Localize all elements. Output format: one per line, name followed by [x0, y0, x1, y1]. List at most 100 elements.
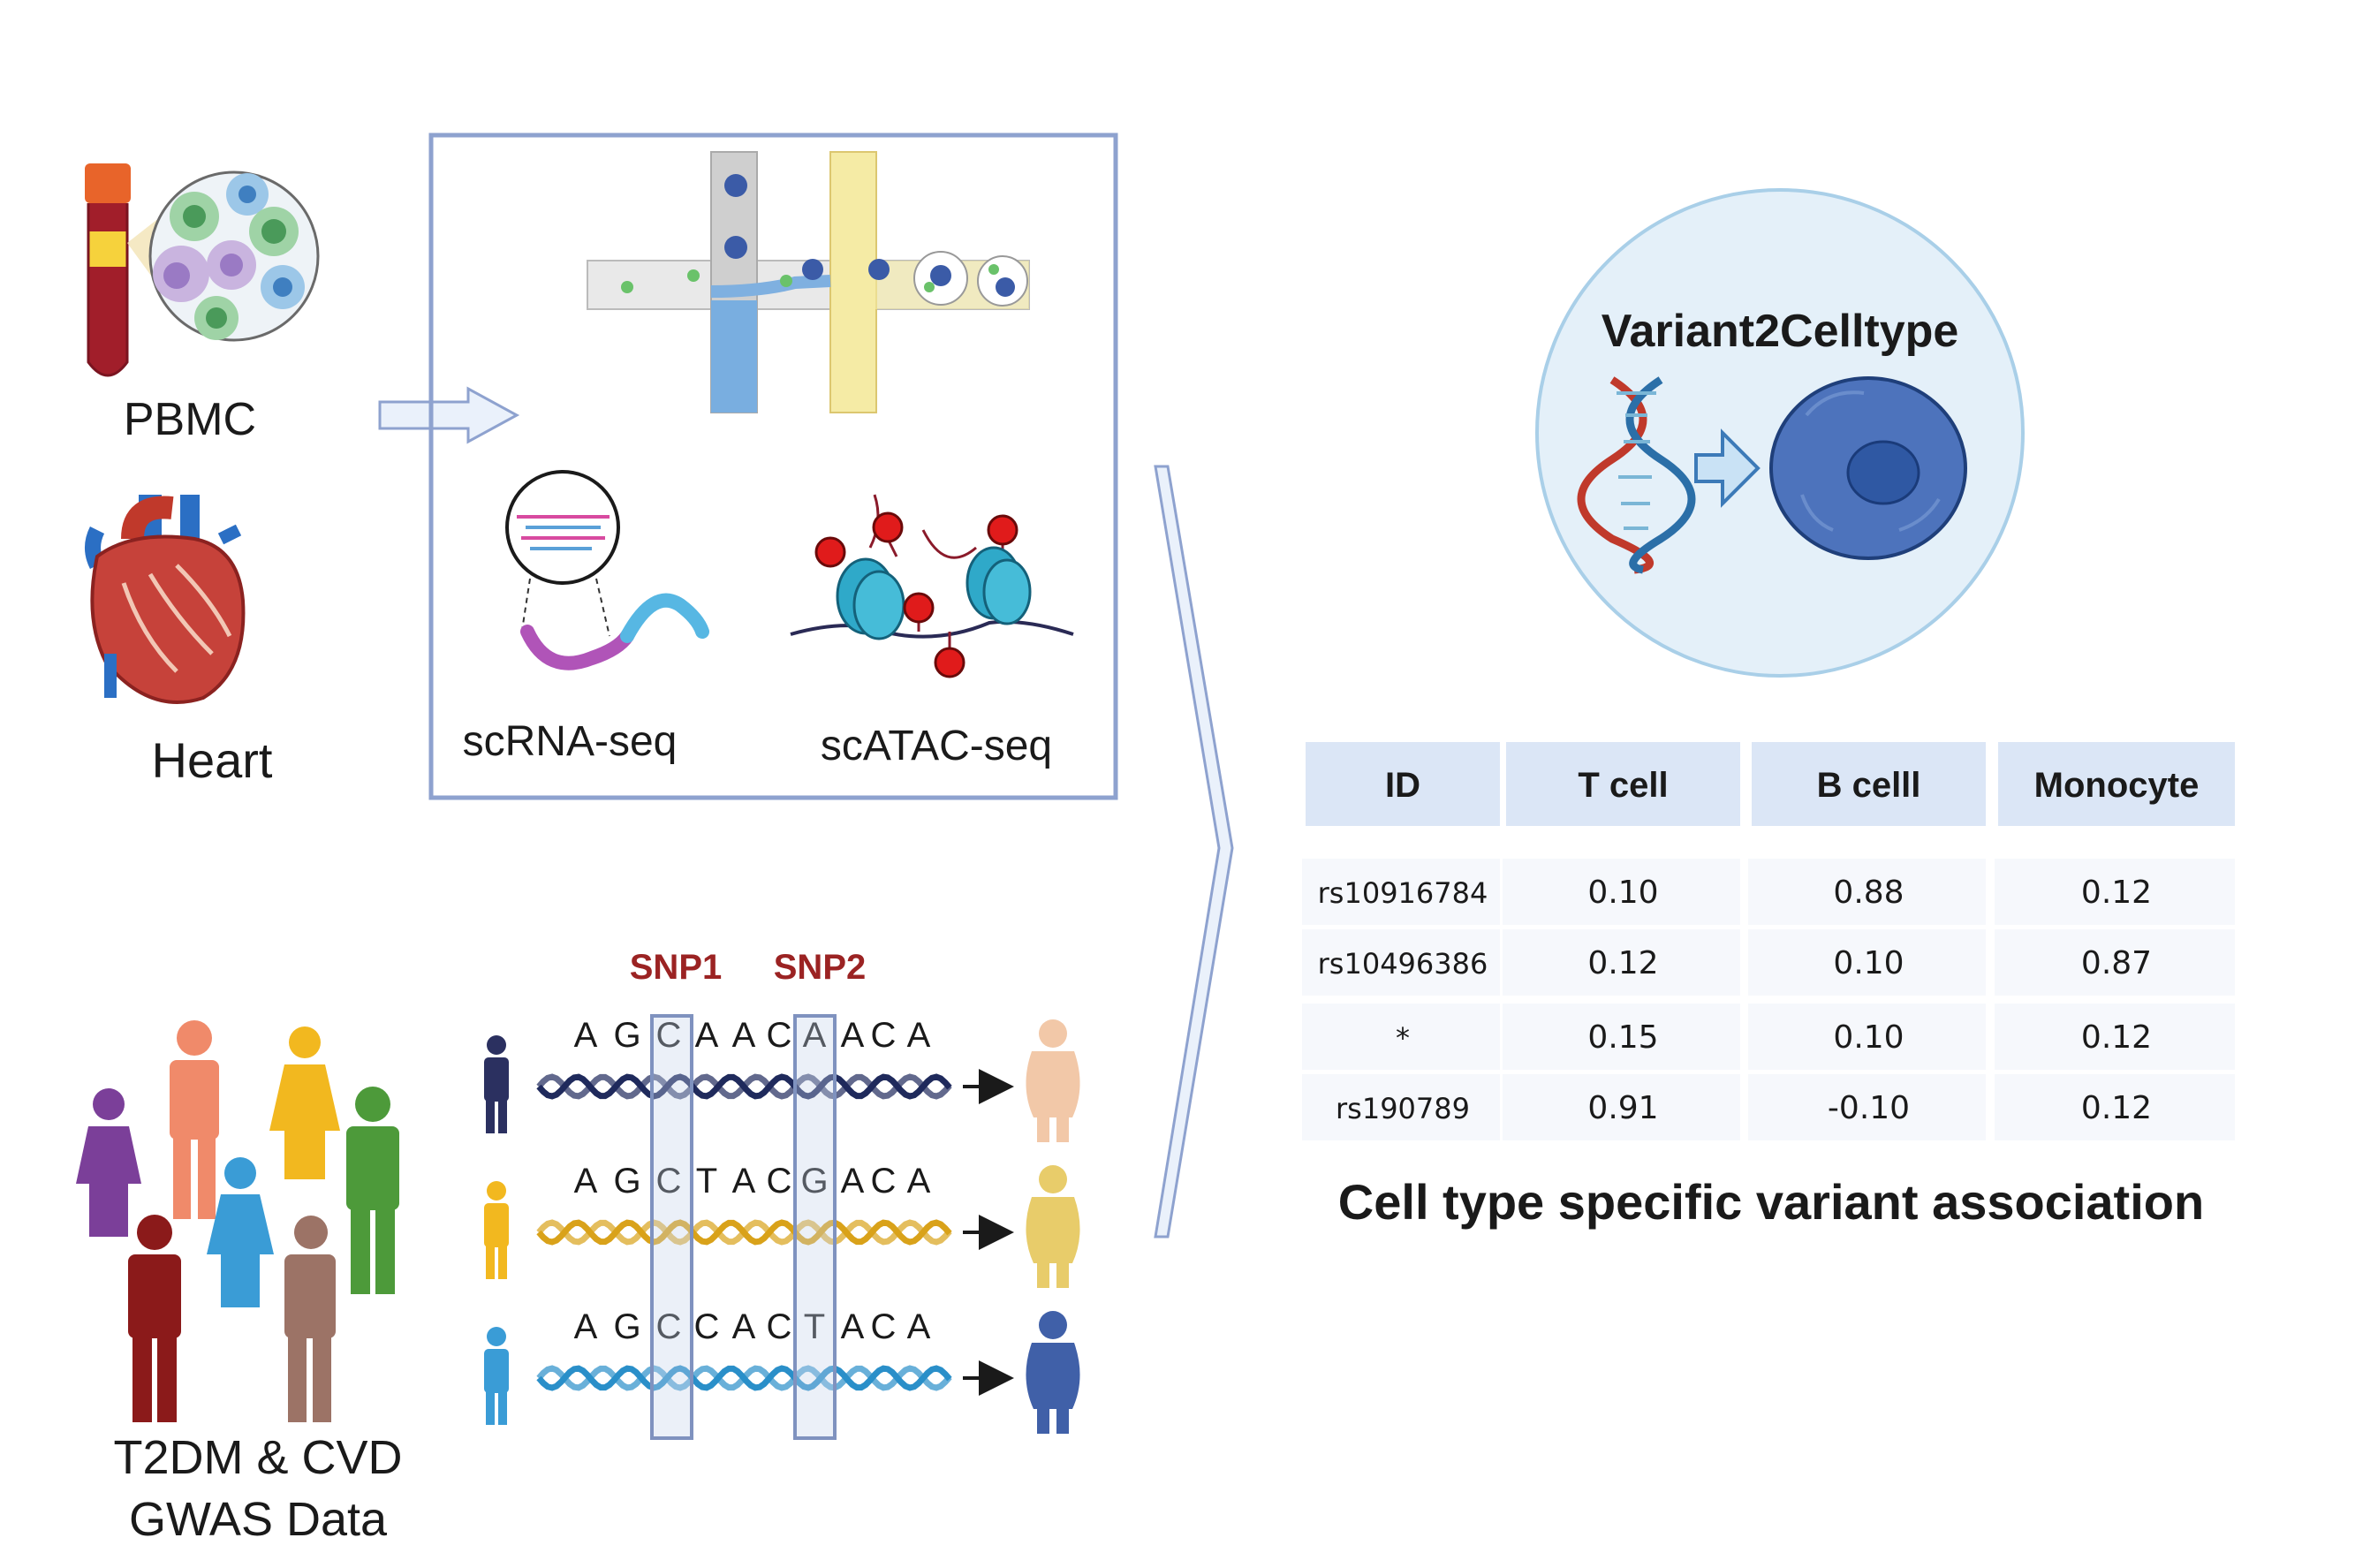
- variant2celltype-title: Variant2Celltype: [1602, 306, 1959, 357]
- table-cell-value: 0.10: [1833, 1019, 1904, 1056]
- sequence-letter: C: [767, 1307, 792, 1346]
- heart-label: Heart: [152, 732, 273, 788]
- scrna-transcript-icon: [505, 470, 709, 670]
- population-people-icon: [76, 1020, 399, 1422]
- sequence-letter: A: [732, 1307, 756, 1346]
- person-icon: [484, 1181, 509, 1279]
- pbmc-cells-magnified-icon: [148, 170, 320, 342]
- scatac-label: scATAC-seq: [821, 723, 1052, 769]
- sequence-letter: C: [656, 1016, 682, 1055]
- table-cell-value: rs190789: [1336, 1092, 1470, 1125]
- table-header-label: Monocyte: [2034, 766, 2200, 805]
- person-icon: [484, 1035, 509, 1133]
- table-cell-value: rs10496386: [1318, 947, 1488, 981]
- table-cell: [1503, 1074, 1740, 1140]
- table-cell: [1302, 1074, 1500, 1140]
- sequence-letter: A: [841, 1307, 865, 1346]
- table-cell: [1748, 1004, 1986, 1070]
- gwas-label-line2: GWAS Data: [129, 1493, 388, 1546]
- table-cell: [1748, 929, 1986, 996]
- table-header-cell: [1998, 742, 2235, 826]
- phenotype-person-icon: [1026, 1311, 1080, 1434]
- sequence-letter: C: [767, 1162, 792, 1201]
- sequence-letter: C: [694, 1307, 720, 1346]
- table-cell-value: 0.10: [1587, 875, 1658, 911]
- dna-strand: [536, 1073, 952, 1100]
- table-cell: [1302, 859, 1500, 925]
- table-cell: [1995, 929, 2235, 996]
- table-cell-value: 0.12: [1587, 945, 1658, 981]
- table-cell-value: *: [1396, 1021, 1410, 1055]
- dna-strand: [536, 1365, 952, 1391]
- model-arrow-icon: [1694, 428, 1761, 508]
- snp1-label: SNP1: [630, 948, 723, 987]
- sequence-letter: C: [656, 1307, 682, 1346]
- sequence-letter: A: [907, 1016, 931, 1055]
- sequence-letter: T: [696, 1162, 717, 1201]
- table-cell: [1995, 859, 2235, 925]
- sequence-letter: A: [574, 1016, 598, 1055]
- sequence-letter: C: [871, 1162, 897, 1201]
- table-cell-value: 0.15: [1587, 1019, 1658, 1056]
- table-cell: [1302, 929, 1500, 996]
- single-cell-assay-panel: [428, 133, 1118, 800]
- scatac-chromatin-icon: [790, 494, 1074, 678]
- sequence-letter: C: [871, 1307, 897, 1346]
- table-cell: [1995, 1004, 2235, 1070]
- table-cell: [1748, 859, 1986, 925]
- merge-chevron-icon: [1154, 465, 1234, 1238]
- table-cell-value: rs10916784: [1318, 876, 1488, 910]
- sequence-letter: A: [574, 1307, 598, 1346]
- table-header-cell: [1752, 742, 1986, 826]
- gwas-label-line1: T2DM & CVD: [113, 1431, 402, 1484]
- sequence-letter: G: [800, 1162, 828, 1201]
- sequence-letter: A: [907, 1162, 931, 1201]
- table-header-cell: [1506, 742, 1740, 826]
- input-arrow-icon: [378, 386, 520, 444]
- sequence-letter: T: [804, 1307, 825, 1346]
- sequence-letter: C: [767, 1016, 792, 1055]
- table-cell-value: 0.12: [2081, 1019, 2152, 1056]
- table-cell: [1302, 1004, 1500, 1070]
- genotype-sequence-rows: A G C A A C A A C AA G C T A C G A C AA G C C A C T A C A: [484, 1016, 1080, 1434]
- table-cell-value: 0.91: [1587, 1090, 1658, 1126]
- phenotype-person-icon: [1026, 1019, 1080, 1142]
- association-table: ID T cell B celll Monocyte rs10916784 0.10 0.8…: [1302, 742, 2235, 1140]
- table-cell: [1503, 1004, 1740, 1070]
- sequence-letter: A: [695, 1016, 719, 1055]
- cell-icon: [1769, 376, 1967, 560]
- sequence-letter: G: [613, 1162, 640, 1201]
- table-header-label: B celll: [1817, 766, 1921, 805]
- heart-icon: [85, 495, 246, 704]
- person-icon: [484, 1327, 509, 1425]
- table-cell-value: 0.87: [2081, 945, 2152, 981]
- sequence-letter: A: [732, 1016, 756, 1055]
- table-header-label: T cell: [1578, 766, 1668, 805]
- sequence-letter: A: [803, 1016, 827, 1055]
- table-header-cell: [1306, 742, 1500, 826]
- sequence-letter: G: [613, 1016, 640, 1055]
- table-cell-value: 0.12: [2081, 1090, 2152, 1126]
- snp2-highlight-box: [793, 1014, 837, 1440]
- sequence-letter: C: [656, 1162, 682, 1201]
- snp1-highlight-box: [650, 1014, 693, 1440]
- sequence-letter: A: [841, 1016, 865, 1055]
- table-cell-value: 0.12: [2081, 875, 2152, 911]
- sequence-letter: G: [613, 1307, 640, 1346]
- table-cell-value: -0.10: [1828, 1090, 1910, 1126]
- microfluidic-chip-icon: [587, 151, 1030, 413]
- table-cell: [1995, 1074, 2235, 1140]
- table-cell: [1503, 929, 1740, 996]
- sequence-letter: A: [841, 1162, 865, 1201]
- table-header-label: ID: [1385, 766, 1420, 805]
- table-cell: [1748, 1074, 1986, 1140]
- sequence-letter: A: [907, 1307, 931, 1346]
- sequence-letter: A: [732, 1162, 756, 1201]
- pbmc-label: PBMC: [124, 394, 256, 445]
- dna-helix-icon: [1577, 376, 1696, 574]
- dna-strand: [536, 1219, 952, 1246]
- snp2-label: SNP2: [774, 948, 867, 987]
